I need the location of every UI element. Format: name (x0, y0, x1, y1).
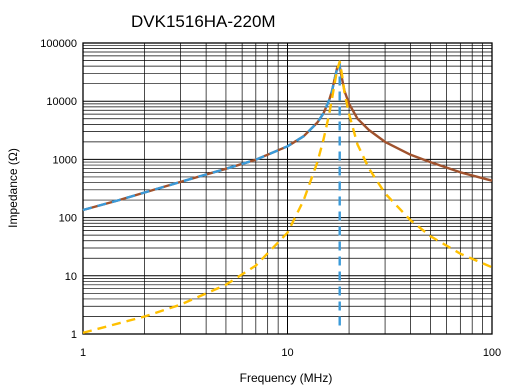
y-tick-label: 1000 (53, 154, 77, 166)
y-tick-label: 10 (65, 271, 77, 283)
chart-series (82, 60, 493, 334)
plot-frame (82, 42, 493, 335)
reactance-x-line (82, 62, 341, 330)
y-axis-label: Impedance (Ω) (6, 148, 20, 228)
resistance-r-line (82, 60, 493, 334)
x-tick-label: 1 (80, 347, 86, 359)
x-tick-label: 100 (483, 347, 501, 359)
y-tick-label: 100 (59, 213, 77, 225)
y-axis-ticks: 1 10 100 1000 10000 100000 (40, 38, 77, 341)
x-axis-ticks: 1 10 100 (80, 347, 501, 359)
y-tick-label: 1 (71, 329, 77, 341)
y-tick-label: 100000 (40, 38, 77, 50)
y-tick-label: 10000 (46, 96, 77, 108)
x-tick-label: 10 (281, 347, 293, 359)
chart-title: DVK1516HA-220M (131, 12, 276, 31)
x-axis-label: Frequency (MHz) (240, 371, 333, 385)
chart-grid (82, 43, 492, 335)
